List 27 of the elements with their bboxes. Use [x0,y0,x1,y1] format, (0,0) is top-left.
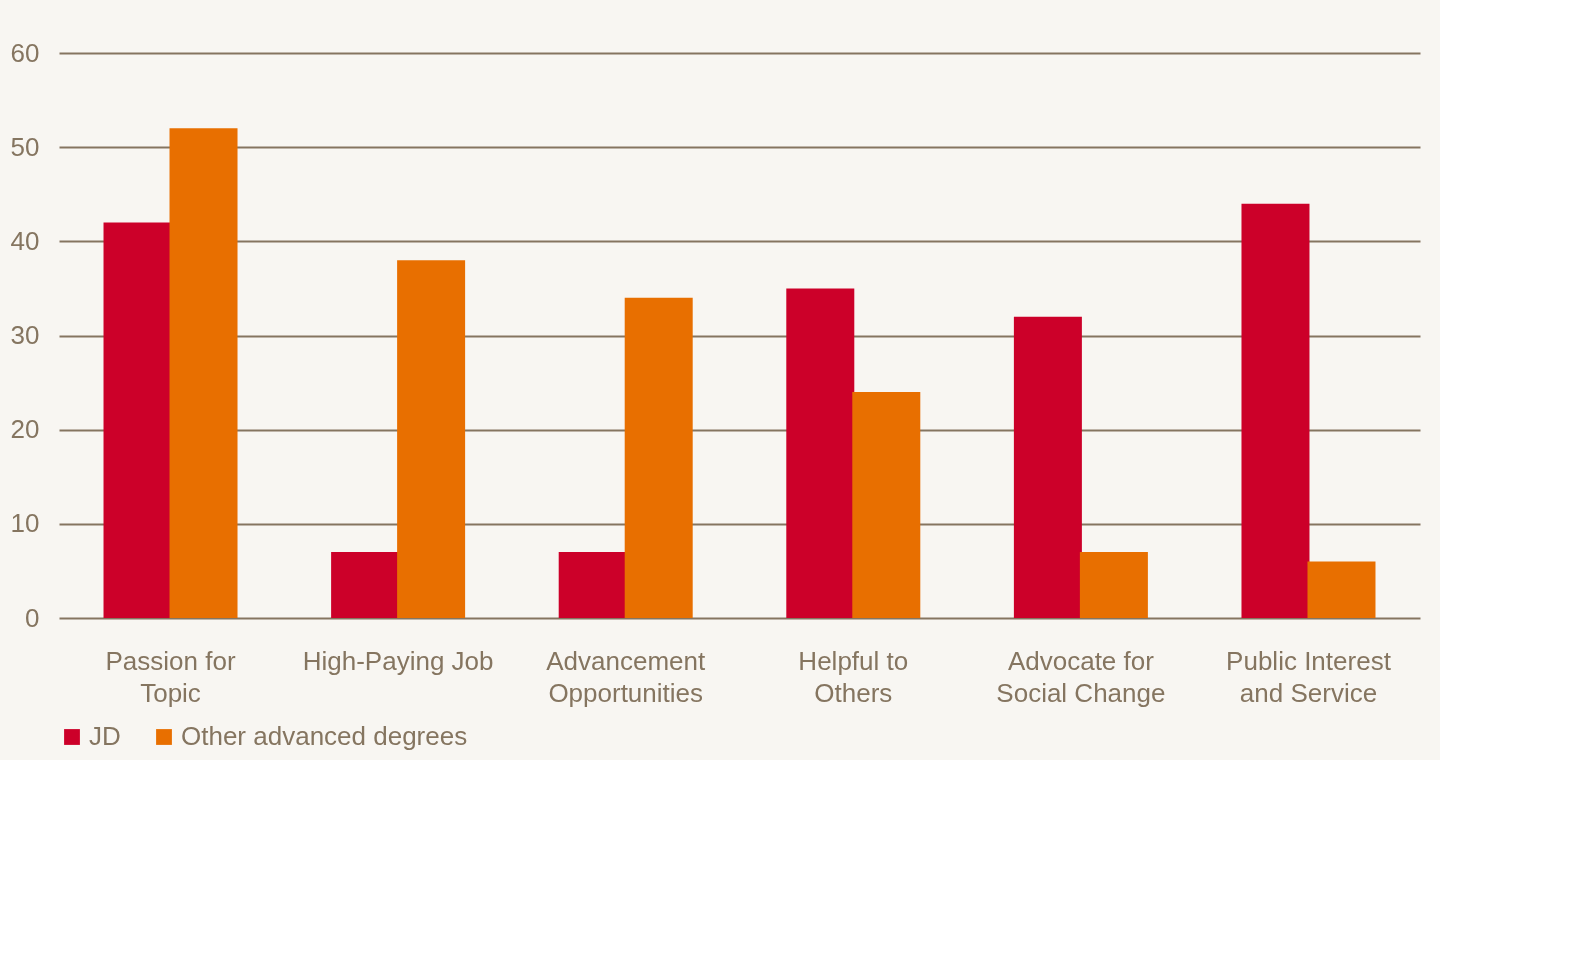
x-tick-label: High-Paying Job [302,645,494,676]
bar [1079,552,1148,618]
bar [397,260,466,618]
bar [1241,203,1310,618]
x-tick-label: Advancement Opportunities [546,645,706,708]
bar [852,392,921,618]
bar [624,297,693,618]
y-tick-label: 40 [10,225,40,256]
y-tick-label: 60 [10,37,40,68]
bar [103,222,172,618]
y-tick-label: 20 [10,414,40,445]
bar [1307,561,1376,618]
x-tick-label: Helpful to Others [798,645,909,708]
bar [169,128,238,618]
legend-label: Other advanced degrees [181,721,468,751]
y-tick-label: 30 [10,320,40,350]
legend-label: JD [89,721,121,751]
y-tick-label: 0 [25,602,40,633]
y-tick-label: 50 [10,131,40,162]
bar [558,552,627,618]
x-tick-label: Passion for Topic [105,645,236,708]
bar [786,288,855,618]
x-tick-label: Advocate for Social Change [996,645,1166,708]
bar [331,552,400,618]
y-tick-label: 10 [10,508,40,539]
x-tick-label: Public Interest and Service [1226,645,1392,708]
bar [1013,316,1082,618]
